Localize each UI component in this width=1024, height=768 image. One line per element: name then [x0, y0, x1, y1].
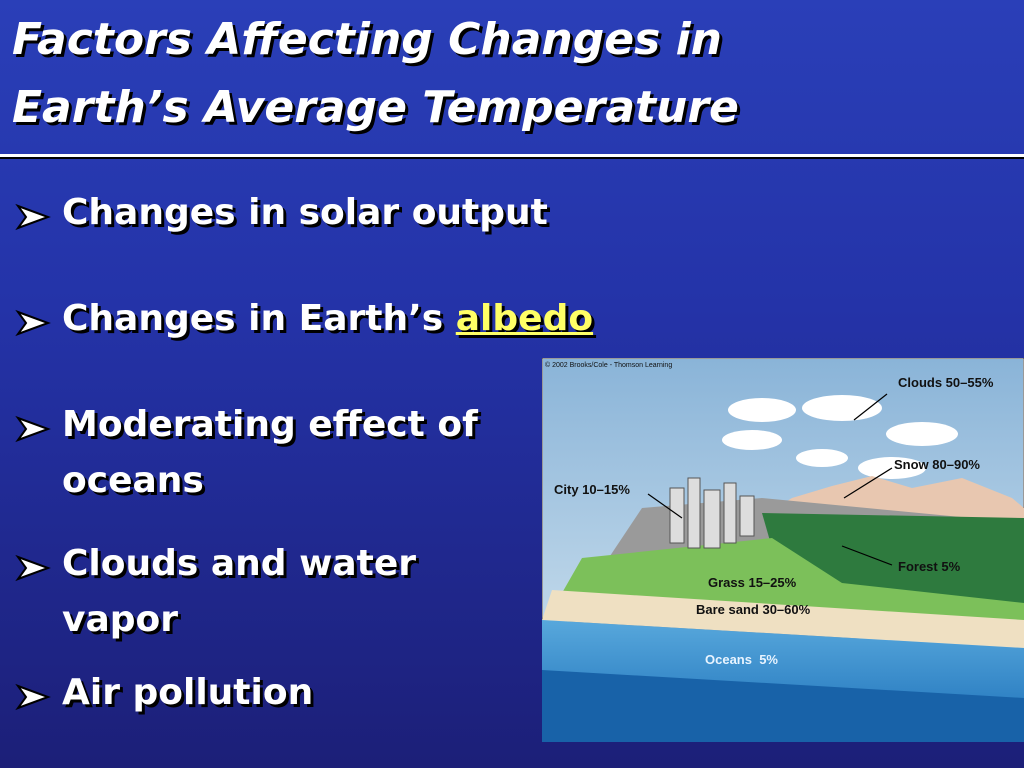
bullet-text: Clouds and water	[62, 543, 417, 584]
forest	[762, 513, 1024, 608]
city	[669, 477, 755, 549]
sand	[542, 590, 1024, 648]
albedo-figure: © 2002 Brooks/Cole - Thomson Learning Cl…	[542, 358, 1024, 742]
bullet-text: Changes in solar output	[62, 192, 548, 233]
figure-label: Clouds 50–55%	[898, 375, 994, 390]
bullet-text: oceans	[62, 460, 204, 501]
bullet-text: Moderating effect of	[62, 404, 478, 445]
bullet-text: Air pollution	[62, 672, 314, 713]
ocean-side	[542, 670, 1024, 742]
bullet-text: Changes in Earth’s albedo	[62, 298, 593, 339]
title-rule	[0, 154, 1024, 157]
figure-label: Grass 15–25%	[708, 575, 797, 590]
figure-label: Oceans 5%	[705, 652, 778, 667]
figure-label: Bare sand 30–60%	[696, 602, 811, 617]
bullet-arrow	[15, 554, 51, 582]
figure-label: Snow 80–90%	[894, 457, 980, 472]
title-line: Factors Affecting Changes in	[12, 14, 722, 65]
figure-label: City 10–15%	[554, 482, 630, 497]
bullet-arrow	[15, 683, 51, 711]
bullet-text: Changes in Earth’s	[62, 298, 444, 339]
leader-lines	[647, 393, 893, 566]
albedo-link[interactable]: albedo	[455, 298, 594, 339]
figure-credit: © 2002 Brooks/Cole - Thomson Learning	[545, 361, 672, 369]
bullet-arrow	[15, 309, 51, 337]
bullet-arrow	[15, 415, 51, 443]
bullet-arrow	[15, 203, 51, 231]
title-line: Earth’s Average Temperature	[12, 82, 739, 133]
bullet-text: vapor	[62, 599, 179, 640]
figure-label: Forest 5%	[898, 559, 961, 574]
